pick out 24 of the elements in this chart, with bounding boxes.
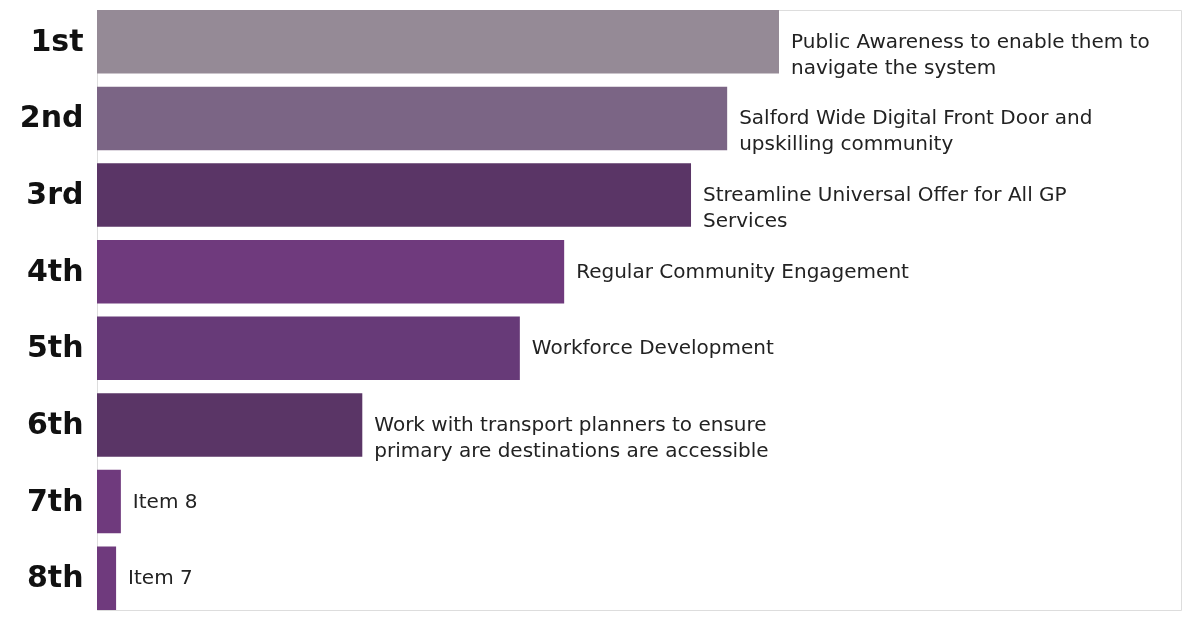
annotation: Salford Wide Digital Front Door and upskilling community [739, 105, 1093, 156]
y-tick-label: 1st [30, 22, 84, 58]
annotation: Regular Community Engagement [576, 258, 910, 283]
annotation: Streamline Universal Offer for All GP Services [703, 182, 1067, 233]
bar [97, 10, 779, 74]
y-tick-label: 7th [26, 482, 84, 518]
bar [97, 86, 728, 151]
annotation: Workforce Development [531, 335, 774, 360]
bar [97, 163, 692, 227]
y-tick-label: 4th [26, 252, 84, 288]
annotation: Item 7 [128, 565, 193, 590]
y-tick-label: 2nd [19, 99, 84, 135]
y-tick-label: 8th [26, 559, 84, 595]
y-tick-label: 5th [26, 329, 84, 365]
annotation: Public Awareness to enable them to navigate the system [791, 28, 1150, 79]
bar [97, 469, 121, 534]
annotation: Work with transport planners to ensure primary are destinations are accessible [374, 411, 769, 462]
bar [97, 316, 520, 381]
bar [97, 546, 117, 610]
bar [97, 239, 565, 304]
annotation: Item 8 [132, 488, 198, 513]
bar [97, 393, 363, 457]
y-tick-label: 3rd [26, 176, 84, 212]
y-tick-label: 6th [26, 405, 84, 441]
